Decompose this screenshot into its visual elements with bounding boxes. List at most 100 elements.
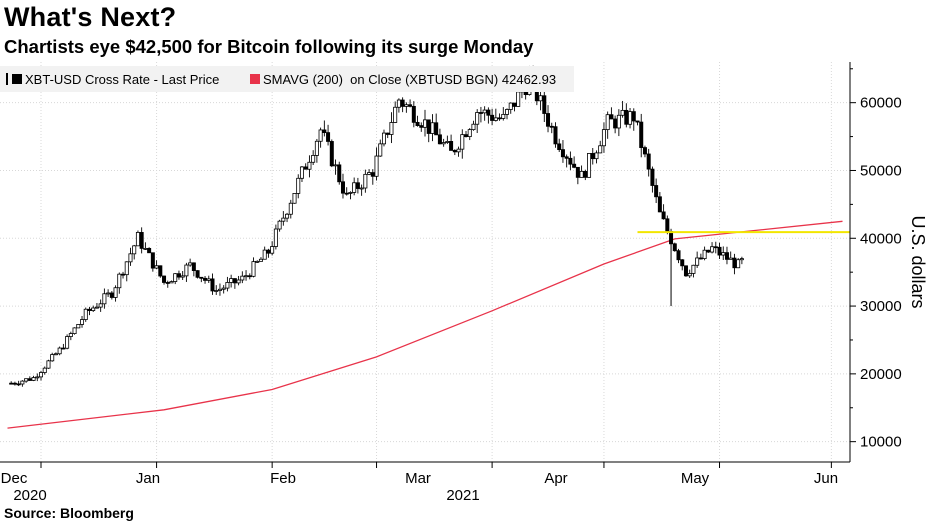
candle-body-down bbox=[490, 114, 495, 121]
candle-body-down bbox=[322, 129, 327, 134]
candle-body-up bbox=[616, 114, 621, 129]
candle-body-up bbox=[721, 252, 726, 256]
candle bbox=[154, 260, 159, 270]
candle bbox=[628, 108, 633, 129]
candle bbox=[721, 246, 726, 261]
candle-body-down bbox=[642, 147, 647, 155]
candle-body-up bbox=[262, 249, 267, 260]
candle-body-up bbox=[281, 217, 286, 222]
candle bbox=[340, 173, 345, 199]
candle bbox=[542, 91, 547, 123]
candle-body-down bbox=[546, 113, 551, 127]
candle-body-down bbox=[437, 134, 442, 145]
candle bbox=[587, 153, 592, 178]
candle bbox=[65, 334, 70, 350]
axes: 10000 20000 30000 40000 50000 60000 U.S. dolla… bbox=[0, 62, 928, 504]
candle-body-up bbox=[80, 319, 85, 325]
candle-body-down bbox=[426, 119, 431, 134]
candle bbox=[80, 316, 85, 328]
candle-body-up bbox=[39, 372, 44, 378]
candle bbox=[251, 257, 256, 278]
candle-body-down bbox=[672, 243, 677, 252]
candle-body-up bbox=[359, 187, 364, 190]
candle-body-up bbox=[98, 303, 103, 308]
candle-body-up bbox=[475, 112, 480, 125]
candle-body-down bbox=[87, 308, 92, 311]
candle-body-up bbox=[307, 161, 312, 170]
candle bbox=[419, 122, 424, 132]
candle-body-up bbox=[471, 123, 476, 131]
candle-body-down bbox=[639, 121, 644, 148]
x-tick-label: Feb bbox=[270, 470, 296, 487]
candle bbox=[411, 101, 416, 128]
candle bbox=[322, 120, 327, 137]
candle bbox=[98, 299, 103, 312]
candle bbox=[672, 242, 677, 252]
candle bbox=[601, 122, 606, 153]
candle bbox=[83, 307, 88, 322]
candle bbox=[415, 115, 420, 127]
candle-body-up bbox=[299, 166, 304, 179]
candle bbox=[478, 106, 483, 123]
candle bbox=[609, 107, 614, 120]
candle-body-up bbox=[311, 155, 316, 163]
candle-body-down bbox=[147, 247, 152, 254]
candle-body-up bbox=[154, 265, 159, 269]
candle bbox=[482, 106, 487, 121]
candle bbox=[39, 370, 44, 381]
candle-body-down bbox=[150, 252, 155, 269]
candle-body-down bbox=[415, 121, 420, 127]
candle bbox=[333, 159, 338, 175]
candle-body-up bbox=[273, 228, 278, 247]
candle bbox=[214, 285, 219, 295]
candle bbox=[650, 166, 655, 193]
chart-subtitle: Chartists eye $42,500 for Bitcoin follow… bbox=[4, 36, 534, 57]
candle-body-down bbox=[61, 347, 66, 350]
candle bbox=[57, 346, 62, 356]
candles-layer bbox=[9, 65, 744, 387]
candle bbox=[135, 230, 140, 247]
candle bbox=[654, 178, 659, 204]
candle-body-down bbox=[191, 262, 196, 271]
candle bbox=[370, 169, 375, 185]
candle-body-down bbox=[635, 120, 640, 123]
y-tick-label: 10000 bbox=[860, 434, 902, 451]
candle-body-up bbox=[217, 288, 222, 291]
candle-body-up bbox=[702, 249, 707, 259]
candle bbox=[437, 128, 442, 145]
y-axis-label: U.S. dollars bbox=[908, 215, 928, 308]
candle bbox=[296, 174, 301, 199]
candle bbox=[195, 270, 200, 279]
candle bbox=[560, 140, 565, 163]
x-tick-label: Mar bbox=[405, 470, 431, 487]
legend-swatch-sma bbox=[250, 74, 260, 84]
candle-body-down bbox=[162, 275, 167, 283]
candle bbox=[173, 273, 178, 285]
candle bbox=[72, 327, 77, 335]
candle-body-down bbox=[176, 273, 181, 278]
candle bbox=[281, 211, 286, 226]
candle bbox=[367, 169, 372, 176]
candle-body-down bbox=[411, 105, 416, 123]
candle bbox=[128, 247, 133, 266]
candle bbox=[739, 256, 744, 265]
candle bbox=[713, 241, 718, 254]
candle-body-up bbox=[441, 142, 446, 145]
candle bbox=[270, 241, 275, 256]
candle-body-up bbox=[24, 378, 29, 382]
candle-body-down bbox=[486, 109, 491, 116]
candle-body-up bbox=[229, 278, 234, 283]
candle bbox=[583, 169, 588, 181]
y-tick-label: 50000 bbox=[860, 162, 902, 179]
candle bbox=[188, 258, 193, 267]
candle bbox=[505, 108, 510, 120]
candle bbox=[311, 150, 316, 166]
candle-body-up bbox=[72, 327, 77, 334]
candle-body-up bbox=[255, 260, 260, 263]
candle-body-down bbox=[564, 156, 569, 159]
candle bbox=[266, 248, 271, 258]
candle-body-up bbox=[117, 273, 122, 289]
candle-body-up bbox=[50, 354, 55, 362]
candle bbox=[631, 108, 636, 131]
